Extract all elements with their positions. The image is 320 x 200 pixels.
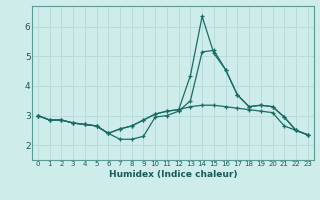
X-axis label: Humidex (Indice chaleur): Humidex (Indice chaleur) [108,170,237,179]
